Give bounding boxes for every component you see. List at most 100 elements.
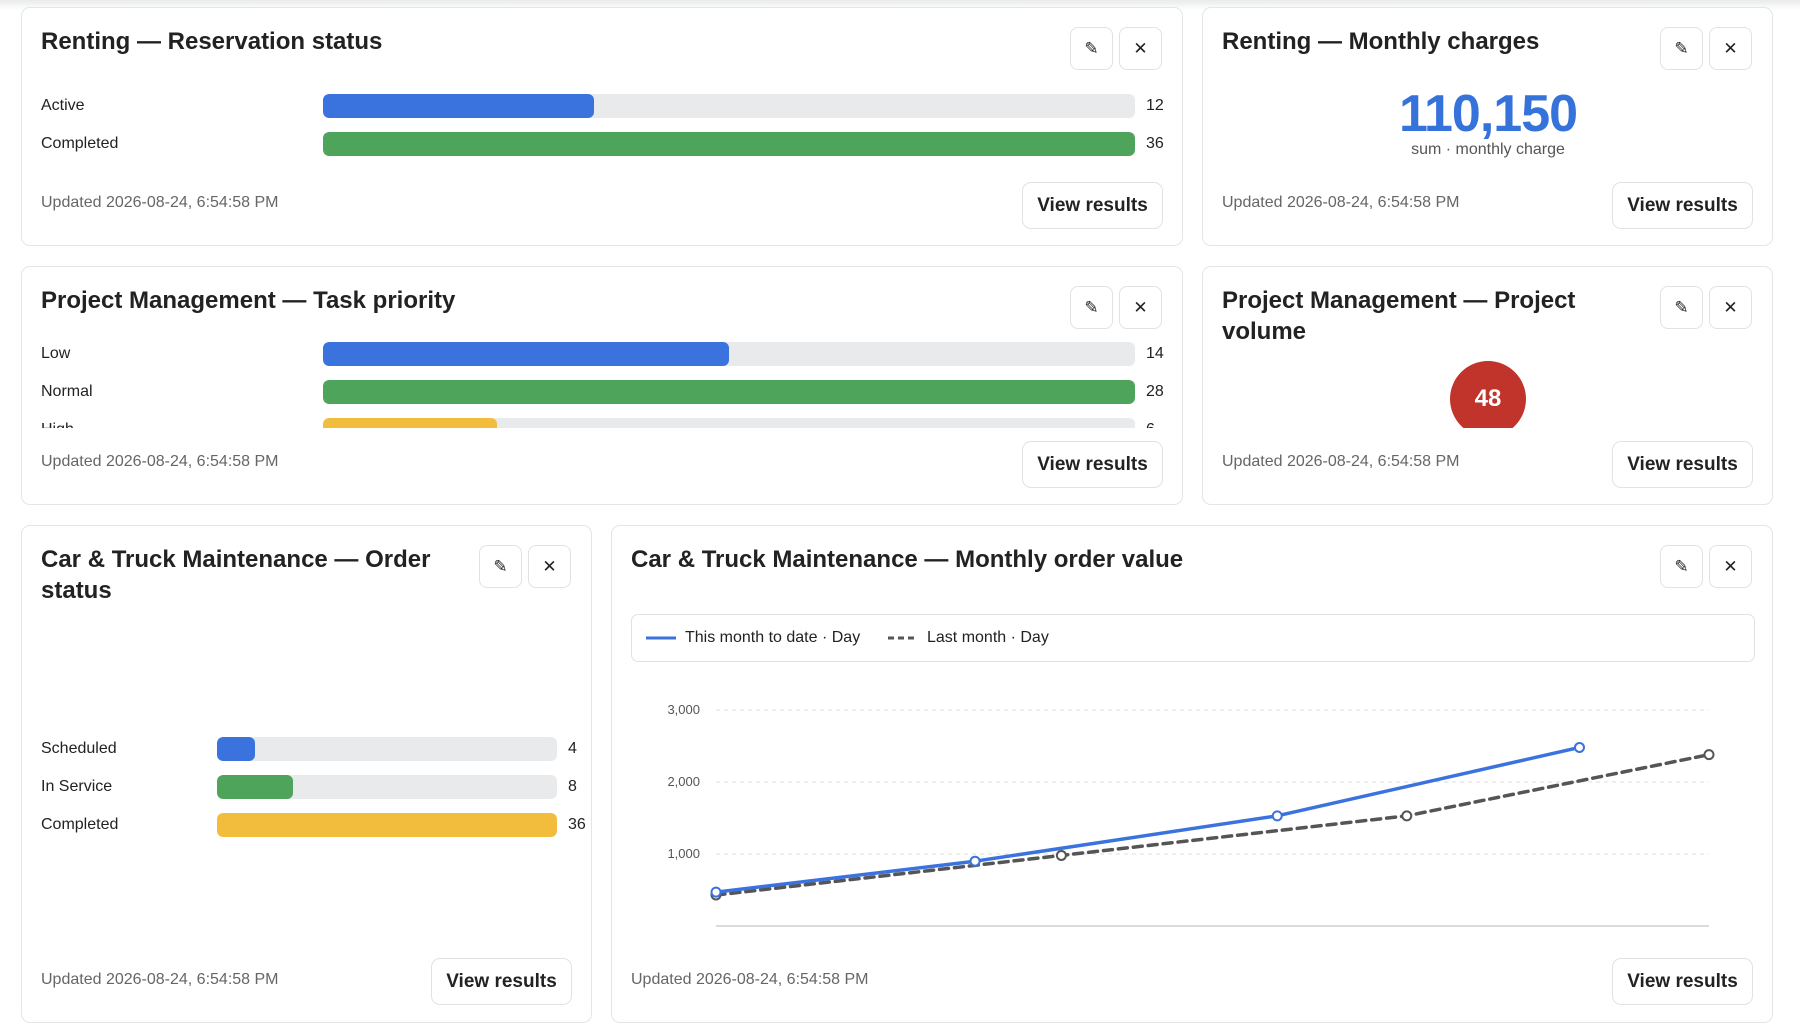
x-tick-label: Aug 1 [716,944,750,946]
remove-button[interactable]: ✕ [1119,27,1162,70]
metric-value: 110,150 [1398,85,1578,143]
bar-track[interactable] [323,418,1135,428]
card-car-order-status: Car & Truck Maintenance — Order status ✎… [21,525,592,1023]
card-pm-task-priority: Project Management — Task priority ✎ ✕ L… [21,266,1183,505]
card-pm-project-volume: Project Management — Project volume ✎ ✕ … [1202,266,1773,505]
view-results-button[interactable]: View results [1612,182,1753,229]
remove-button[interactable]: ✕ [1119,286,1162,329]
y-tick-label: 2,000 [667,774,700,789]
badge-area: 48 [1203,357,1772,428]
series-line [714,752,1711,897]
updated-timestamp: Updated 2026-08-24, 6:54:58 PM [41,971,279,988]
close-icon: ✕ [1133,297,1148,318]
bar-fill [323,132,1135,156]
updated-timestamp: Updated 2026-08-24, 6:54:58 PM [1222,194,1460,211]
updated-timestamp: Updated 2026-08-24, 6:54:58 PM [631,971,869,988]
card-title: Project Management — Task priority [41,287,456,314]
view-results-button[interactable]: View results [1022,182,1163,229]
bar-label: Scheduled [41,740,117,757]
bar-fill [217,737,255,761]
bar-track[interactable] [217,737,557,761]
bar-fill [217,775,293,799]
data-point [1055,849,1067,861]
close-icon: ✕ [542,556,557,577]
bar-fill [217,813,557,837]
pencil-icon: ✎ [1084,297,1099,318]
data-point [969,855,981,867]
updated-timestamp: Updated 2026-08-24, 6:54:58 PM [41,194,279,211]
close-icon: ✕ [1723,297,1738,318]
edit-button[interactable]: ✎ [1660,545,1703,588]
data-point [1401,810,1413,822]
top-shadow [0,0,1800,10]
data-point [1271,810,1283,822]
bar-track[interactable] [217,813,557,837]
bar-fill [323,342,729,366]
bar-label: Active [41,97,85,114]
card-renting-monthly-charges: Renting — Monthly charges ✎ ✕ 110,150 su… [1202,7,1773,246]
bar-value: 28 [1146,383,1164,400]
pencil-icon: ✎ [493,556,508,577]
bar-list-scroll-area[interactable]: Low 14 Normal 28 High 6 [22,337,1182,428]
view-results-button[interactable]: View results [1022,441,1163,488]
view-results-button[interactable]: View results [1612,958,1753,1005]
remove-button[interactable]: ✕ [1709,545,1752,588]
bar-label: Low [41,345,71,362]
legend-item-this-month[interactable]: This month to date · Day [646,629,860,647]
bar-value: 4 [568,740,577,757]
series-line [714,745,1582,894]
card-renting-reservation-status: Renting — Reservation status ✎ ✕ Active 1… [21,7,1183,246]
edit-button[interactable]: ✎ [1660,27,1703,70]
edit-button[interactable]: ✎ [1070,27,1113,70]
close-icon: ✕ [1723,556,1738,577]
bar-track[interactable] [323,132,1135,156]
bar-fill [323,418,497,428]
bar-track[interactable] [217,775,557,799]
updated-timestamp: Updated 2026-08-24, 6:54:58 PM [41,453,279,470]
bar-track[interactable] [323,342,1135,366]
remove-button[interactable]: ✕ [528,545,571,588]
bar-label: Completed [41,135,119,152]
view-results-button[interactable]: View results [1612,441,1753,488]
y-tick-label: 3,000 [667,702,700,717]
card-title: Car & Truck Maintenance — Monthly order … [631,546,1184,573]
bar-fill [323,94,594,118]
legend-label: Last month · Day [927,629,1049,646]
card-title: Car & Truck Maintenance — Order status [41,546,431,604]
remove-button[interactable]: ✕ [1709,27,1752,70]
bar-label: In Service [41,778,113,795]
bar-label: Normal [41,383,93,400]
pencil-icon: ✎ [1084,38,1099,59]
edit-button[interactable]: ✎ [1070,286,1113,329]
card-title: Project Management — Project volume [1222,287,1576,345]
view-results-button[interactable]: View results [431,958,572,1005]
bar-value: 8 [568,778,577,795]
pencil-icon: ✎ [1674,297,1689,318]
remove-button[interactable]: ✕ [1709,286,1752,329]
bar-fill [323,380,1135,404]
legend-item-last-month[interactable]: Last month · Day [888,629,1049,647]
data-point [1573,741,1585,753]
line-chart: 1,000 2,000 3,000 Aug 1 Aug 24 [667,702,1715,946]
bar-value: 12 [1146,97,1164,114]
bar-value: 36 [568,816,586,833]
close-icon: ✕ [1723,38,1738,59]
edit-button[interactable]: ✎ [479,545,522,588]
card-title: Renting — Reservation status [41,28,383,55]
x-tick-label: Aug 24 [1668,944,1709,946]
pencil-icon: ✎ [1674,38,1689,59]
dashed-line-icon [888,636,918,640]
metric-caption: sum · monthly charge [1411,141,1565,158]
chart-legend: This month to date · Day Last month · Da… [631,614,1755,662]
close-icon: ✕ [1133,38,1148,59]
solid-line-icon [646,636,676,640]
data-point [710,886,722,898]
pencil-icon: ✎ [1674,556,1689,577]
edit-button[interactable]: ✎ [1660,286,1703,329]
card-title: Renting — Monthly charges [1222,28,1540,55]
bar-value: 6 [1146,421,1155,428]
legend-label: This month to date · Day [685,629,861,646]
bar-label: High [41,421,74,428]
bar-track[interactable] [323,94,1135,118]
bar-track[interactable] [323,380,1135,404]
